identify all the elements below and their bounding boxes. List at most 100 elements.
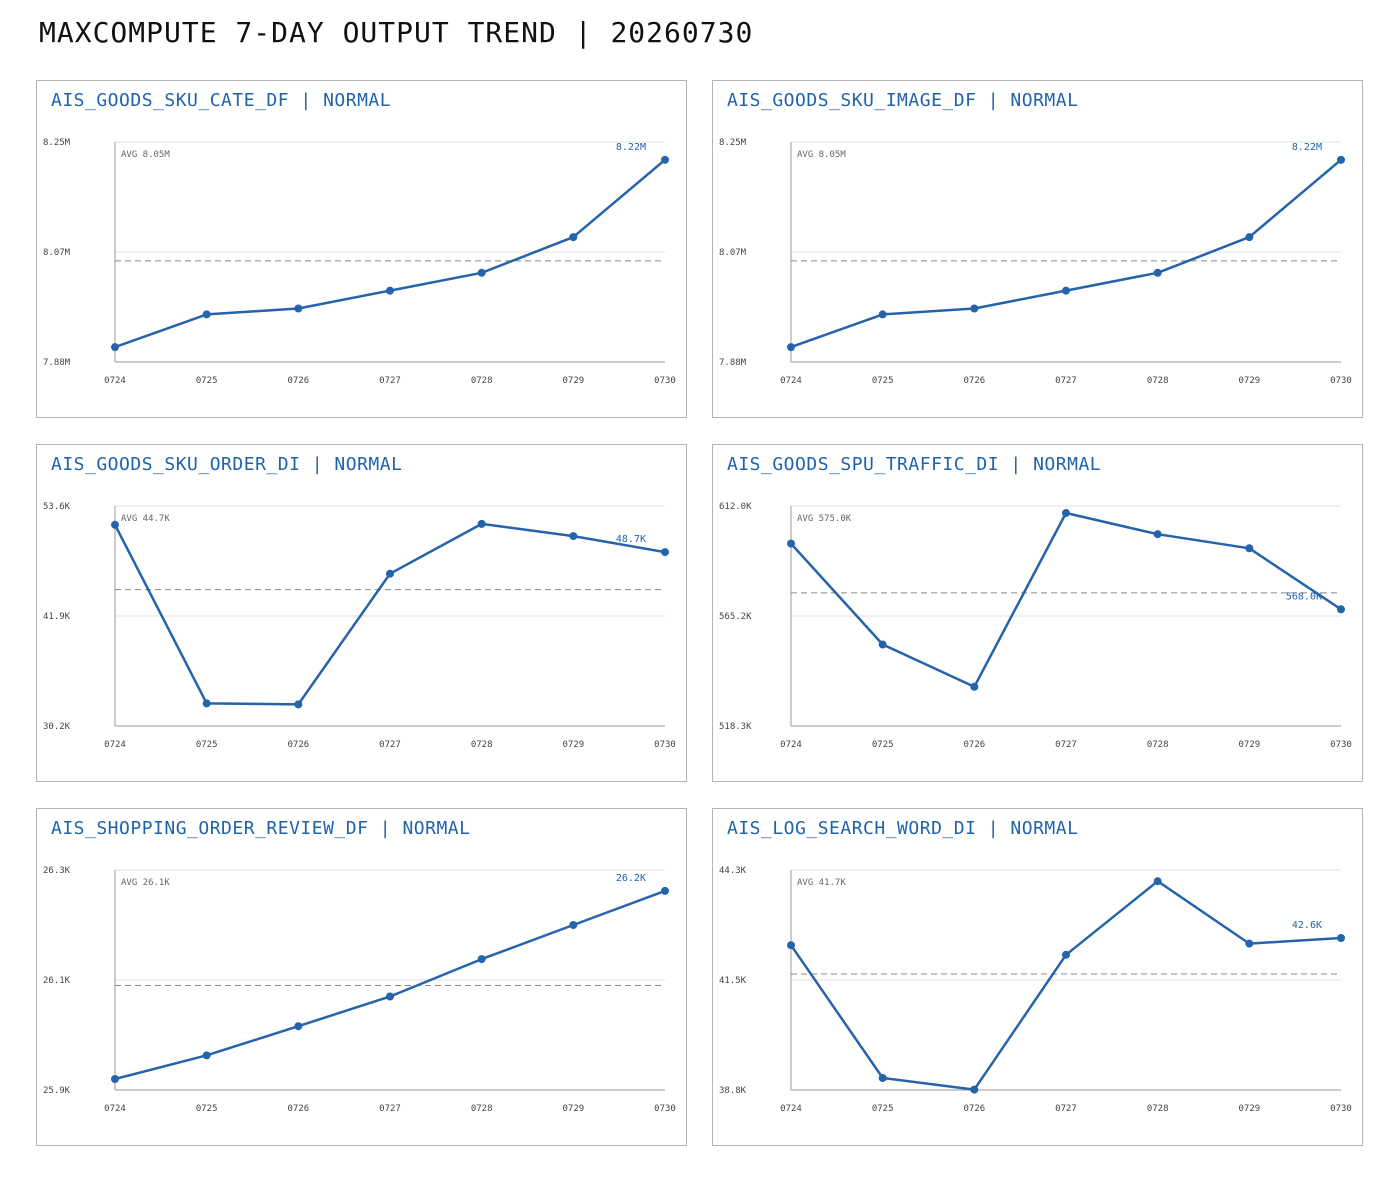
data-point	[787, 343, 795, 352]
y-tick-label: 26.3K	[43, 866, 71, 876]
y-tick-label: 612.0K	[719, 502, 752, 512]
x-tick-label: 0724	[104, 740, 126, 750]
data-point	[386, 286, 394, 295]
x-tick-label: 0725	[872, 1104, 894, 1114]
data-point	[970, 682, 979, 691]
data-point	[202, 699, 211, 708]
y-tick-label: 7.88M	[43, 358, 71, 368]
data-point	[1337, 605, 1345, 614]
data-point	[111, 520, 119, 529]
data-point	[1153, 530, 1162, 539]
data-point	[1062, 950, 1070, 959]
data-point	[569, 532, 578, 541]
x-tick-label: 0730	[654, 1104, 676, 1114]
line-chart-spu-traffic: 518.3K 565.2K 612.0K 0724 0725 0726 0727 0728 07…	[719, 502, 1352, 750]
x-tick-label: 0727	[1055, 740, 1077, 750]
chart-panel-spu-traffic: AIS_GOODS_SPU_TRAFFIC_DI | NORMAL 518.3K…	[712, 444, 1363, 782]
x-tick-label: 0730	[1330, 740, 1352, 750]
average-label: AVG 26.1K	[121, 878, 170, 888]
data-point	[1062, 286, 1070, 295]
x-tick-label: 0729	[1238, 740, 1260, 750]
average-label: AVG 41.7K	[797, 878, 846, 888]
data-point	[477, 519, 486, 528]
data-point	[294, 304, 303, 313]
chart-title: AIS_SHOPPING_ORDER_REVIEW_DF | NORMAL	[51, 818, 471, 839]
x-tick-label: 0727	[1055, 1104, 1077, 1114]
x-tick-label: 0725	[196, 376, 218, 386]
y-tick-label: 8.25M	[719, 138, 747, 148]
x-tick-label: 0728	[1147, 1104, 1169, 1114]
chart-panel-sku-order: AIS_GOODS_SKU_ORDER_DI | NORMAL 30.2K 41.…	[36, 444, 687, 782]
series-line	[789, 879, 1343, 1091]
series-line	[789, 158, 1343, 349]
x-tick-label: 0730	[654, 376, 676, 386]
y-tick-label: 7.88M	[719, 358, 747, 368]
data-point	[661, 548, 669, 557]
data-point	[1337, 155, 1345, 164]
series-line	[113, 158, 667, 349]
x-tick-label: 0725	[196, 1104, 218, 1114]
average-label: AVG 575.0K	[797, 514, 852, 524]
data-point	[661, 886, 669, 895]
x-tick-label: 0726	[287, 376, 309, 386]
data-point	[1245, 233, 1254, 242]
page-title: MAXCOMPUTE 7-DAY OUTPUT TREND | 20260730	[39, 16, 754, 49]
y-tick-label: 565.2K	[719, 612, 752, 622]
x-tick-label: 0729	[1238, 376, 1260, 386]
x-tick-label: 0726	[963, 1104, 985, 1114]
x-tick-label: 0728	[471, 740, 493, 750]
series-line	[113, 522, 667, 706]
y-tick-label: 25.9K	[43, 1086, 71, 1096]
x-tick-label: 0726	[287, 1104, 309, 1114]
average-label: AVG 8.05M	[797, 150, 846, 160]
series-line	[113, 889, 667, 1081]
x-tick-label: 0725	[196, 740, 218, 750]
data-point	[970, 1085, 979, 1094]
data-point	[1245, 544, 1254, 553]
x-tick-label: 0724	[780, 376, 802, 386]
y-tick-label: 53.6K	[43, 502, 71, 512]
chart-title: AIS_GOODS_SKU_CATE_DF | NORMAL	[51, 90, 392, 111]
data-point	[202, 1051, 211, 1060]
line-chart-order-review: 25.9K 26.1K 26.3K 0724 0725 0726 0727 0728 0729 0…	[43, 866, 676, 1114]
x-tick-label: 0724	[780, 1104, 802, 1114]
last-value-label: 8.22M	[1292, 142, 1322, 153]
data-point	[970, 304, 979, 313]
data-point	[477, 268, 486, 277]
x-tick-label: 0728	[471, 376, 493, 386]
data-point	[1245, 939, 1254, 948]
data-point	[569, 921, 578, 929]
y-tick-label: 8.07M	[43, 248, 71, 258]
data-point	[878, 310, 887, 319]
x-tick-label: 0729	[562, 740, 584, 750]
x-tick-label: 0728	[471, 1104, 493, 1114]
y-tick-label: 8.25M	[43, 138, 71, 148]
x-tick-label: 0727	[379, 740, 401, 750]
y-tick-label: 44.3K	[719, 866, 747, 876]
last-value-label: 26.2K	[616, 873, 646, 884]
data-point	[202, 310, 211, 319]
last-value-label: 48.7K	[616, 534, 646, 545]
last-value-label: 568.0K	[1286, 591, 1322, 602]
data-point	[386, 569, 394, 578]
chart-title: AIS_GOODS_SKU_ORDER_DI | NORMAL	[51, 454, 403, 475]
x-tick-label: 0727	[379, 1104, 401, 1114]
data-point	[787, 539, 795, 548]
data-point	[569, 233, 578, 242]
data-point	[294, 1022, 303, 1031]
line-chart-sku-image: 7.88M 8.07M 8.25M 0724 0725 0726 0727 0728 0729 0…	[719, 138, 1352, 386]
data-point	[386, 992, 394, 1001]
data-point	[477, 955, 486, 964]
data-point	[111, 1075, 119, 1083]
chart-title: AIS_LOG_SEARCH_WORD_DI | NORMAL	[727, 818, 1079, 839]
x-tick-label: 0724	[780, 740, 802, 750]
y-tick-label: 30.2K	[43, 722, 71, 732]
x-tick-label: 0724	[104, 376, 126, 386]
x-tick-label: 0726	[963, 740, 985, 750]
line-chart-sku-order: 30.2K 41.9K 53.6K 0724 0725 0726 0727 0728 0729 0…	[43, 502, 676, 750]
x-tick-label: 0729	[1238, 1104, 1260, 1114]
series-line	[789, 511, 1343, 689]
x-tick-label: 0730	[1330, 376, 1352, 386]
x-tick-label: 0727	[379, 376, 401, 386]
data-point	[1062, 509, 1070, 518]
